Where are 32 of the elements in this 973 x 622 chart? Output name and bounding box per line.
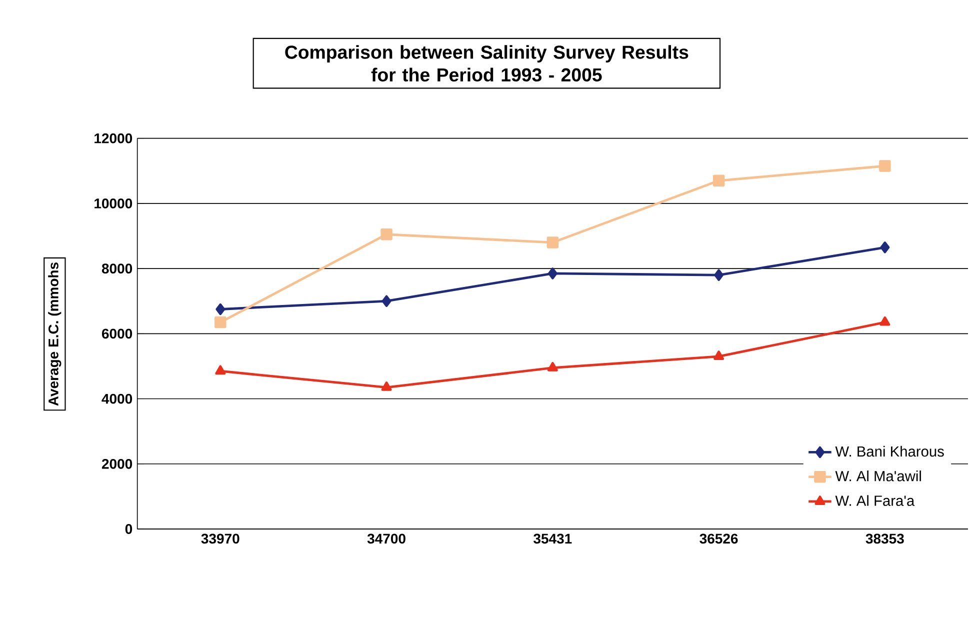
point bbox=[879, 160, 891, 172]
x-tick-label: 35431 bbox=[534, 534, 572, 544]
point bbox=[214, 316, 226, 328]
y-axis-title: Average E.C. (mmohs bbox=[48, 262, 62, 406]
x-tick-label: 34700 bbox=[367, 534, 406, 544]
legend-label: W. Bani Kharous bbox=[835, 446, 944, 457]
point bbox=[714, 269, 724, 281]
y-tick-label: 6000 bbox=[102, 328, 132, 339]
y-tick-label: 8000 bbox=[102, 264, 132, 274]
x-tick-label: 36526 bbox=[700, 534, 738, 544]
point bbox=[714, 350, 724, 360]
legend-label: W. Al Fara'a bbox=[835, 495, 915, 506]
point bbox=[382, 295, 392, 307]
legend-label: W. Al Ma'awil bbox=[835, 470, 921, 482]
point bbox=[380, 228, 392, 240]
point bbox=[381, 382, 392, 391]
point bbox=[547, 362, 558, 372]
point bbox=[216, 303, 226, 316]
y-tick-label: 0 bbox=[125, 524, 132, 534]
chart-title: Comparison between Salinity Survey Results for the Period 1993 - 2005 bbox=[285, 45, 688, 82]
point bbox=[880, 316, 890, 326]
y-tick-label: 10000 bbox=[94, 198, 132, 208]
y-tick-label: 2000 bbox=[102, 458, 132, 469]
y-tick-label: 12000 bbox=[94, 133, 132, 144]
x-tick-label: 38353 bbox=[866, 534, 904, 544]
point bbox=[880, 242, 890, 254]
x-tick-label: 33970 bbox=[201, 534, 240, 544]
point bbox=[546, 236, 559, 248]
point bbox=[215, 365, 226, 375]
point bbox=[548, 268, 558, 280]
point bbox=[712, 174, 725, 187]
y-tick-label: 4000 bbox=[102, 394, 132, 404]
